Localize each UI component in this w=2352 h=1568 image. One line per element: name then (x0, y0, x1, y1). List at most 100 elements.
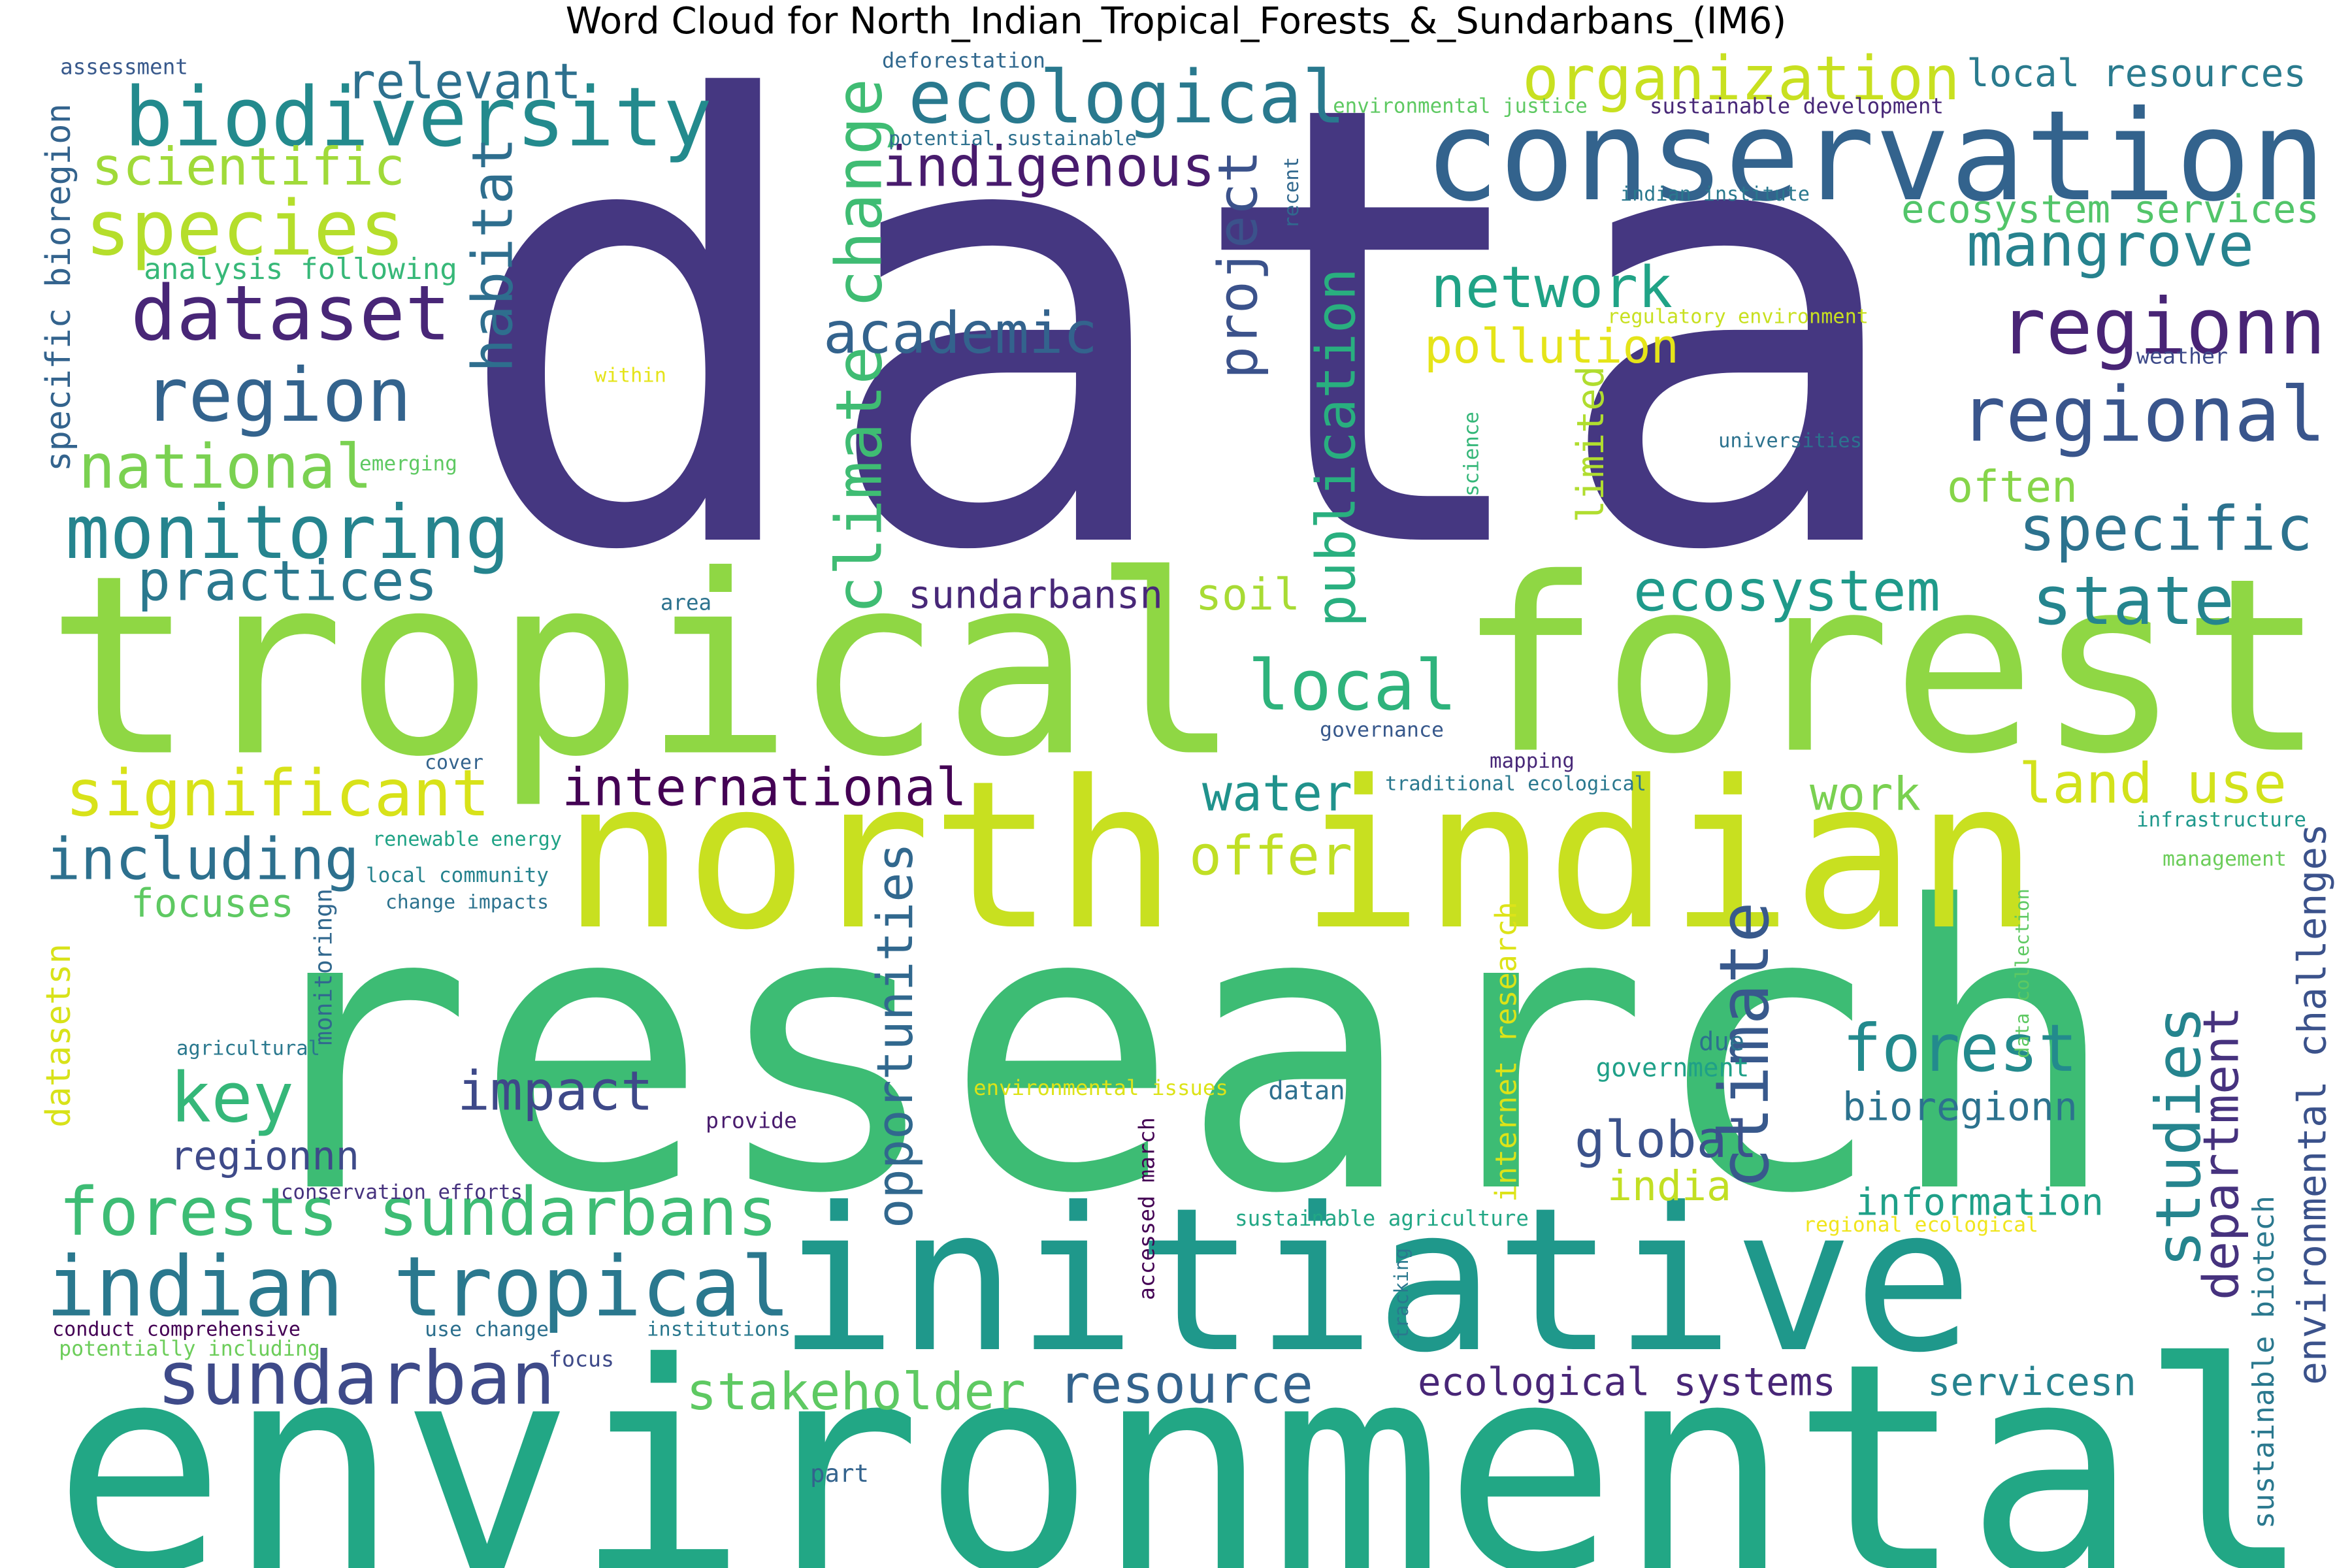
word-traditional-ecological: traditional ecological (1385, 773, 1646, 796)
word-monitoringn: monitoringn (310, 889, 338, 1045)
word-stakeholder: stakeholder (686, 1362, 1026, 1422)
word-sustainable-development: sustainable development (1650, 94, 1944, 119)
word-mapping: mapping (1490, 749, 1575, 773)
word-datasetsn: datasetsn (39, 943, 78, 1128)
word-sustainable-biotech: sustainable biotech (2247, 1196, 2281, 1529)
word-potential-sustainable: potential sustainable (889, 127, 1137, 150)
word-servicesn: servicesn (1927, 1360, 2136, 1405)
word-conduct-comprehensive: conduct comprehensive (52, 1318, 301, 1341)
word-infrastructure: infrastructure (2136, 808, 2306, 832)
word-significant: significant (65, 757, 490, 831)
word-key: key (170, 1058, 294, 1138)
word-regionn: regionn (1999, 282, 2326, 372)
word-environmental-issues: environmental issues (973, 1075, 1228, 1100)
word-sustainable-agriculture: sustainable agriculture (1235, 1206, 1529, 1231)
word-indian-institute: indian institute (1620, 183, 1810, 206)
word-universities: universities (1718, 430, 1862, 453)
word-tropical: tropical (46, 522, 1241, 811)
word-water: water (1202, 765, 1352, 823)
word-change-impacts: change impacts (385, 890, 549, 913)
word-climate: climate (1705, 902, 1784, 1189)
word-academic: academic (823, 300, 1098, 367)
word-indigenous: indigenous (882, 135, 1215, 199)
word-national: national (78, 432, 372, 503)
word-international: international (562, 757, 967, 818)
word-sundarbansn: sundarbansn (908, 572, 1163, 617)
word-india: india (1607, 1162, 1731, 1210)
word-mangrove: mangrove (1967, 210, 2254, 280)
word-regulatory-environment: regulatory environment (1607, 306, 1869, 329)
word-project: project (1207, 150, 1270, 379)
word-use-change: use change (425, 1318, 549, 1341)
word-local-community: local community (366, 864, 549, 887)
word-regionnn: regionnn (170, 1134, 359, 1179)
word-habitat: habitat (461, 137, 526, 372)
word-bioregionn: bioregionn (1842, 1085, 2078, 1130)
word-species: species (85, 185, 405, 273)
word-science: science (1460, 412, 1484, 497)
word-limited: limited (1569, 366, 1612, 523)
word-regional-ecological: regional ecological (1803, 1213, 2038, 1237)
word-publication: publication (1305, 268, 1368, 627)
word-accessed-march: accessed march (1134, 1117, 1160, 1300)
word-ecosystem-services: ecosystem services (1901, 187, 2319, 232)
word-dataset: dataset (131, 270, 451, 358)
word-practices: practices (137, 549, 438, 614)
word-work: work (1810, 767, 1921, 821)
word-emerging: emerging (359, 452, 457, 476)
word-deforestation: deforestation (882, 48, 1045, 73)
word-conservation-efforts: conservation efforts (281, 1181, 523, 1204)
word-renewable-energy: renewable energy (372, 828, 562, 851)
word-weather: weather (2136, 344, 2228, 369)
word-focus: focus (549, 1347, 614, 1372)
word-recent: recent (1281, 157, 1303, 229)
word-forests-sundarbans: forests sundarbans (59, 1173, 777, 1250)
word-analysis-following: analysis following (144, 253, 457, 286)
word-ecological-systems: ecological systems (1418, 1360, 1836, 1405)
word-within: within (595, 365, 666, 387)
word-pollution: pollution (1424, 319, 1679, 374)
word-potentially-including: potentially including (59, 1337, 320, 1361)
word-internet-research: internet research (1489, 902, 1524, 1202)
word-assessment: assessment (60, 55, 188, 80)
word-data-collection: data collection (2011, 889, 2033, 1058)
word-government: government (1596, 1054, 1750, 1083)
word-conservation: conservation (1424, 84, 2326, 229)
word-specific-bioregion: specific bioregion (39, 103, 78, 472)
word-climate-change: climate change (823, 78, 896, 614)
word-specific: specific (2019, 494, 2313, 565)
word-governance: governance (1320, 719, 1444, 742)
word-north-indian: north indian (562, 737, 2038, 975)
word-impact: impact (457, 1060, 653, 1123)
word-scientific: scientific (91, 137, 405, 197)
word-local-resources: local resources (1967, 52, 2306, 95)
word-datan: datan (1268, 1077, 1345, 1106)
word-often: often (1947, 461, 2078, 512)
word-initiative: initiative (777, 1165, 1973, 1396)
word-forest: forest (1842, 1011, 2078, 1086)
word-institutions: institutions (647, 1318, 791, 1341)
word-opportunities: opportunities (866, 843, 924, 1228)
word-area: area (661, 591, 711, 615)
word-sundarban: sundarban (157, 1336, 555, 1422)
word-focuses: focuses (131, 881, 294, 926)
word-relevant: relevant (346, 54, 581, 110)
word-state: state (2032, 562, 2234, 640)
word-data: data (451, 0, 1914, 683)
word-environmental-justice: environmental justice (1333, 95, 1588, 118)
word-including: including (46, 826, 359, 893)
word-resource: resource (1058, 1354, 1313, 1416)
word-organization: organization (1522, 43, 1960, 114)
word-environmental-challenges: environmental challenges (2291, 823, 2336, 1385)
word-research: research (238, 825, 2120, 1279)
word-ecological: ecological (908, 56, 1346, 140)
word-local: local (1248, 645, 1457, 727)
word-tracking: tracking (1390, 1248, 1413, 1339)
word-department: department (2193, 1006, 2250, 1300)
word-part: part (810, 1459, 869, 1488)
word-soil: soil (1196, 569, 1300, 620)
word-agricultural: agricultural (176, 1037, 320, 1060)
word-management: management (2163, 847, 2287, 871)
word-provide: provide (706, 1108, 797, 1134)
